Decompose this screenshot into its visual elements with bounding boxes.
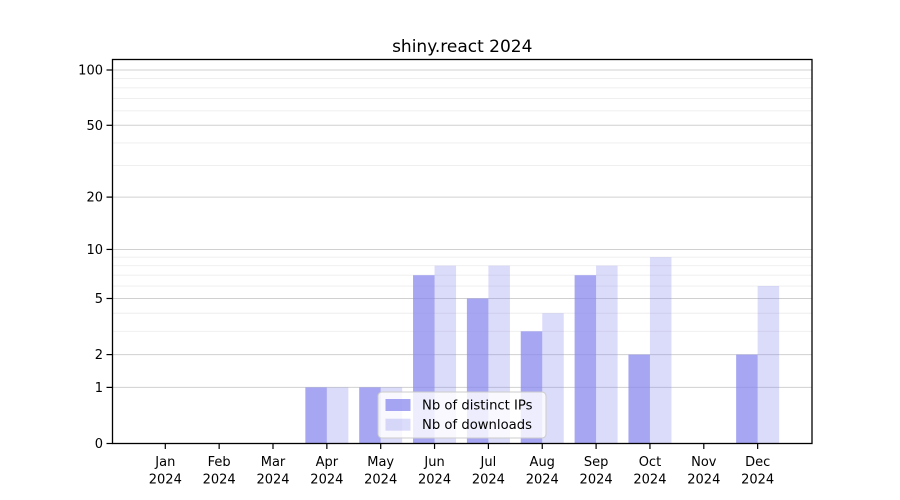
- y-tick-label-20: 20: [86, 191, 103, 206]
- bar-may-distinct-ips: [359, 387, 381, 444]
- chart-title: shiny.react 2024: [392, 37, 532, 57]
- y-tick-label-1: 1: [95, 381, 103, 396]
- axes-box: [111, 58, 813, 445]
- x-axis: Jan 2024 Feb 2024 Mar 2024 Apr 2024 May 2024 Jun 20…: [149, 443, 774, 488]
- x-tick-label-year-jul: 2024: [472, 473, 505, 488]
- x-tick-label-month-may: May: [367, 455, 394, 470]
- bar-aug-downloads: [542, 313, 564, 444]
- bar-sep-downloads: [596, 265, 618, 444]
- x-tick-label-month-feb: Feb: [208, 455, 231, 470]
- bar-sep-distinct-ips: [574, 275, 597, 444]
- legend-label-distinct-ips: Nb of distinct IPs: [422, 399, 533, 414]
- bar-oct-distinct-ips: [628, 354, 650, 444]
- x-tick-label-year-aug: 2024: [526, 473, 559, 488]
- y-gridlines-minor: [112, 77, 812, 332]
- x-tick-label-year-jun: 2024: [418, 473, 451, 488]
- x-tick-label-year-jan: 2024: [149, 473, 182, 488]
- y-gridlines-major: [112, 69, 812, 388]
- legend-box: [377, 391, 547, 439]
- x-tick-label-month-nov: Nov: [691, 455, 717, 470]
- x-tick-label-year-apr: 2024: [310, 473, 343, 488]
- x-tick-label-month-mar: Mar: [261, 455, 286, 470]
- x-tick-label-year-feb: 2024: [203, 473, 236, 488]
- bar-oct-downloads: [649, 257, 672, 444]
- x-tick-label-month-jul: Jul: [480, 455, 497, 470]
- x-tick-label-month-oct: Oct: [639, 455, 661, 470]
- x-tick-label-month-sep: Sep: [584, 455, 609, 470]
- bar-dec-distinct-ips: [736, 354, 758, 444]
- bar-dec-downloads: [757, 286, 780, 444]
- x-tick-label-year-sep: 2024: [580, 473, 613, 488]
- x-tick-label-month-apr: Apr: [316, 455, 339, 470]
- bar-series-distinct-ips: [305, 275, 758, 444]
- y-tick-label-0: 0: [95, 437, 103, 452]
- x-tick-label-month-aug: Aug: [530, 455, 555, 470]
- x-tick-label-month-jun: Jun: [423, 455, 444, 470]
- x-tick-label-year-dec: 2024: [741, 473, 774, 488]
- y-tick-label-10: 10: [86, 243, 103, 258]
- x-tick-label-year-nov: 2024: [687, 473, 720, 488]
- legend-label-downloads: Nb of downloads: [422, 418, 532, 433]
- x-tick-label-year-oct: 2024: [633, 473, 666, 488]
- x-tick-label-year-may: 2024: [364, 473, 397, 488]
- y-tick-label-2: 2: [95, 348, 103, 363]
- y-tick-label-100: 100: [78, 64, 103, 79]
- legend-swatch-downloads: [385, 418, 411, 431]
- x-tick-label-year-mar: 2024: [256, 473, 289, 488]
- legend-swatch-distinct-ips: [385, 399, 411, 411]
- y-tick-label-50: 50: [86, 119, 103, 134]
- x-tick-label-month-dec: Dec: [745, 455, 770, 470]
- y-axis: 0 1 2 5 10 20 50 100: [78, 64, 113, 452]
- x-tick-label-month-jan: Jan: [154, 455, 175, 470]
- bar-apr-distinct-ips: [305, 387, 327, 444]
- legend: Nb of distinct IPs Nb of downloads: [377, 391, 547, 439]
- y-tick-label-5: 5: [95, 292, 103, 307]
- bar-apr-downloads: [326, 387, 349, 444]
